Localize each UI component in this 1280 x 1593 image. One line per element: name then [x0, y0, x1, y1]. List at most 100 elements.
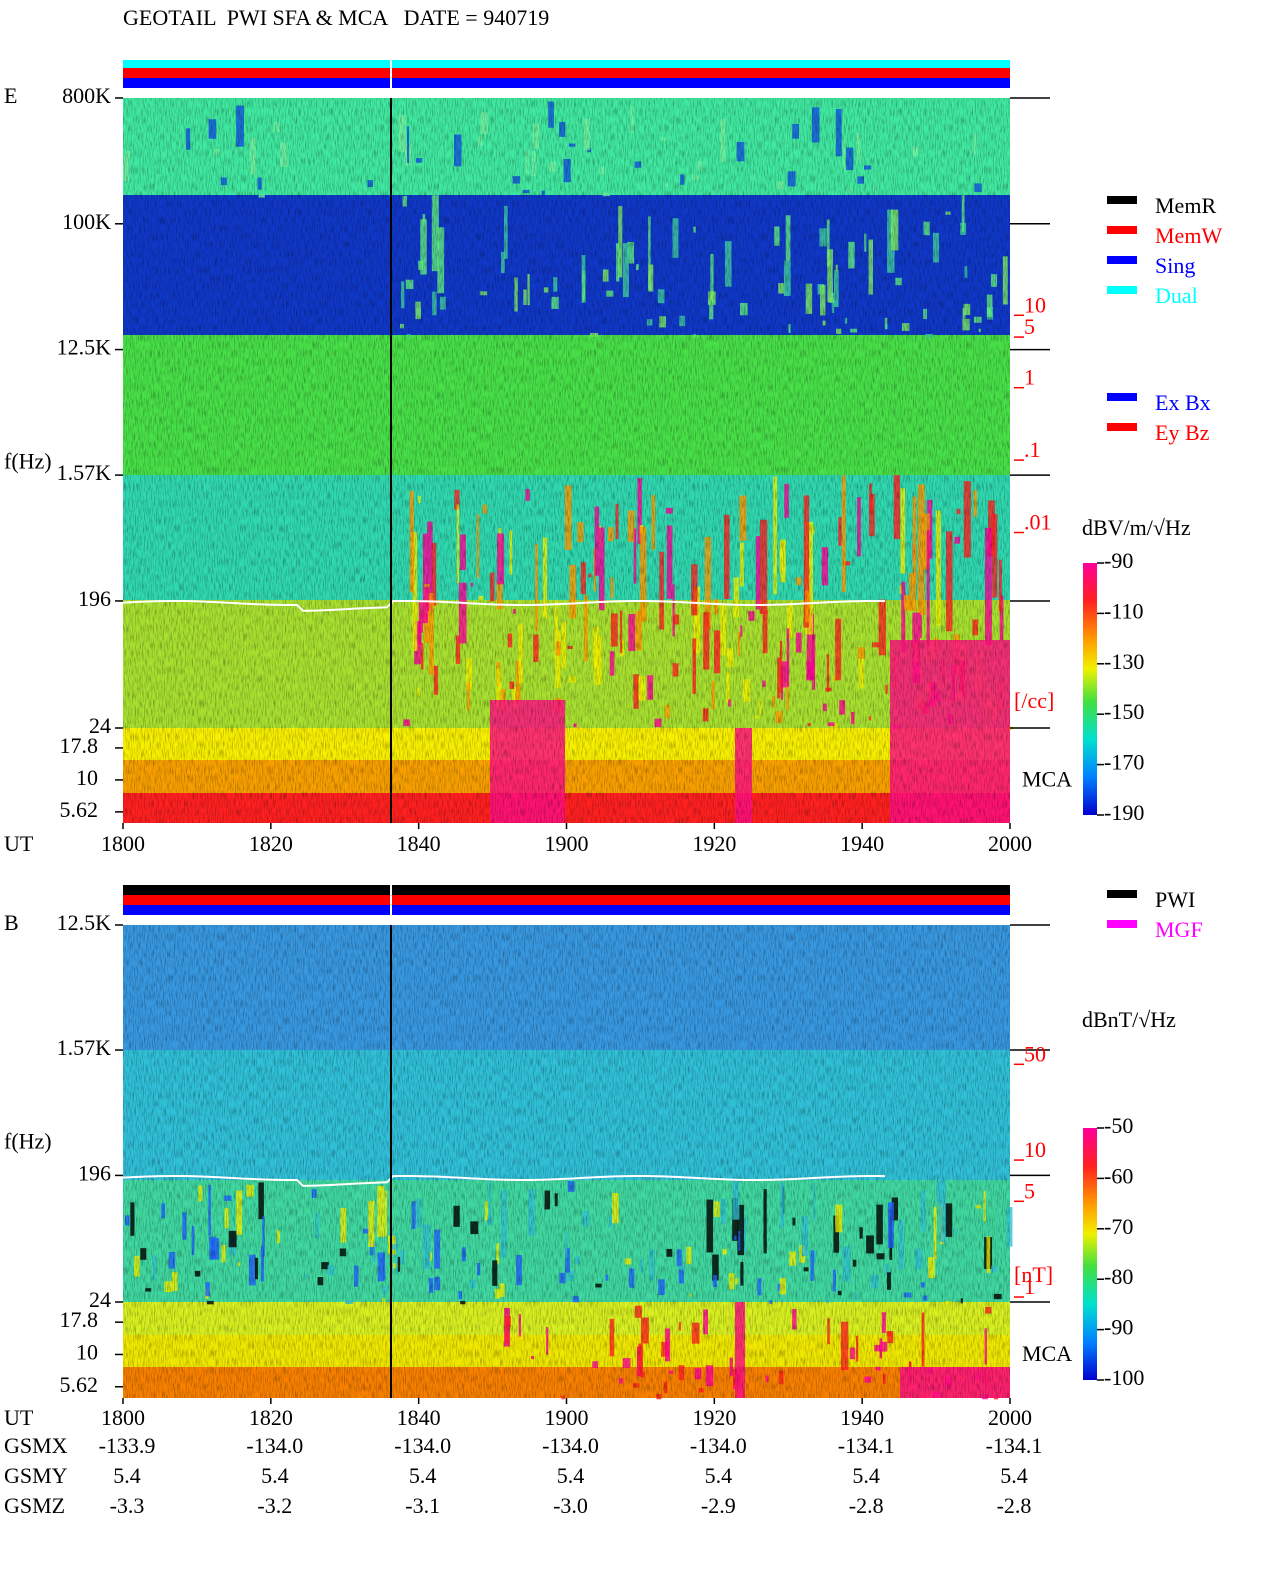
mca-tick-label: 5.62	[60, 1372, 99, 1397]
orbit-value: -133.9	[99, 1433, 156, 1458]
legend-swatch	[1107, 423, 1137, 431]
mca-tick-label: 5.62	[60, 797, 99, 822]
orbit-value: -3.3	[110, 1493, 145, 1518]
mode-bar	[123, 68, 1010, 78]
colorbar-tick-label: -90	[1104, 548, 1133, 573]
legend-swatch	[1107, 256, 1137, 264]
panel-label: E	[4, 83, 17, 108]
x-tick-label: 1840	[397, 831, 441, 856]
orbit-value: 5.4	[705, 1463, 733, 1488]
orbit-value: 5.4	[261, 1463, 289, 1488]
y-tick-label: 24	[89, 1287, 111, 1312]
orbit-value: 5.4	[113, 1463, 141, 1488]
mode-bar	[123, 78, 1010, 88]
density-tick-label: .1	[1024, 437, 1041, 462]
x-axis-label: UT	[4, 1405, 34, 1430]
mode-bar	[123, 60, 1010, 68]
colorbar-tick-label: -80	[1104, 1264, 1133, 1289]
legend-label: MemR	[1155, 193, 1216, 218]
mca-tick-label: 10	[76, 765, 98, 790]
x-tick-label: 1920	[692, 831, 736, 856]
orbit-value: -134.0	[690, 1433, 747, 1458]
density-tick-label: 50	[1024, 1041, 1046, 1066]
legend-swatch	[1107, 393, 1137, 401]
density-tick-label: 10	[1024, 1137, 1046, 1162]
mode-bar	[123, 885, 1010, 895]
title: GEOTAIL PWI SFA & MCA DATE = 940719	[123, 5, 549, 30]
density-tick-label: 1	[1024, 1274, 1035, 1299]
y-tick-label: 100K	[62, 209, 111, 234]
legend-label: MGF	[1155, 917, 1203, 942]
orbit-value: -2.8	[997, 1493, 1032, 1518]
colorbar-tick-label: -190	[1104, 800, 1144, 825]
legend-swatch	[1107, 226, 1137, 234]
colorbar-tick-label: -170	[1104, 750, 1144, 775]
orbit-label: GSMY	[4, 1463, 68, 1488]
panel-label: B	[4, 910, 19, 935]
mca-tick-label: 10	[76, 1340, 98, 1365]
legend-label: MemW	[1155, 223, 1222, 248]
orbit-value: 5.4	[852, 1463, 880, 1488]
colorbar-label: dBnT/√Hz	[1082, 1007, 1176, 1032]
legend-label: Ey Bz	[1155, 420, 1210, 445]
y-tick-label: 12.5K	[57, 910, 112, 935]
x-tick-label: 1900	[545, 831, 589, 856]
orbit-value: -134.1	[986, 1433, 1043, 1458]
x-tick-label: 1920	[692, 1405, 736, 1430]
y-tick-label: 12.5K	[57, 335, 112, 360]
y-tick-label: 196	[78, 586, 111, 611]
mca-label: MCA	[1022, 767, 1072, 792]
colorbar	[1083, 1128, 1097, 1380]
colorbar-tick-label: -90	[1104, 1315, 1133, 1340]
legend-label: Sing	[1155, 253, 1195, 278]
legend-label: PWI	[1155, 887, 1195, 912]
y-tick-label: 24	[89, 713, 111, 738]
orbit-label: GSMX	[4, 1433, 68, 1458]
x-tick-label: 1940	[840, 1405, 884, 1430]
orbit-value: -2.8	[849, 1493, 884, 1518]
y-axis-label: f(Hz)	[4, 1129, 52, 1154]
legend-label: Ex Bx	[1155, 390, 1211, 415]
colorbar-tick-label: -110	[1104, 598, 1144, 623]
y-tick-label: 1.57K	[57, 460, 112, 485]
x-tick-label: 2000	[988, 831, 1032, 856]
y-axis-label: f(Hz)	[4, 448, 52, 473]
orbit-value: -134.1	[838, 1433, 895, 1458]
x-tick-label: 2000	[988, 1405, 1032, 1430]
colorbar-tick-label: -100	[1104, 1365, 1144, 1390]
y-tick-label: 1.57K	[57, 1035, 112, 1060]
legend-swatch	[1107, 196, 1137, 204]
density-tick-label: 10	[1024, 292, 1046, 317]
density-unit: [nT]	[1014, 1262, 1053, 1287]
orbit-value: -134.0	[542, 1433, 599, 1458]
x-tick-label: 1940	[840, 831, 884, 856]
density-tick-label: .01	[1024, 510, 1052, 535]
colorbar-tick-label: -150	[1104, 699, 1144, 724]
legend-swatch	[1107, 286, 1137, 294]
orbit-value: -3.1	[405, 1493, 440, 1518]
x-tick-label: 1820	[249, 831, 293, 856]
orbit-value: -2.9	[701, 1493, 736, 1518]
orbit-value: 5.4	[557, 1463, 585, 1488]
colorbar-tick-label: -130	[1104, 649, 1144, 674]
x-tick-label: 1800	[101, 831, 145, 856]
mca-tick-label: 17.8	[60, 733, 99, 758]
legend-swatch	[1107, 890, 1137, 898]
x-tick-label: 1800	[101, 1405, 145, 1430]
legend-swatch	[1107, 920, 1137, 928]
y-tick-label: 800K	[62, 83, 111, 108]
density-tick-label: 5	[1024, 1178, 1035, 1203]
y-tick-label: 196	[78, 1160, 111, 1185]
x-tick-label: 1820	[249, 1405, 293, 1430]
spectrum-texture	[123, 925, 1010, 1398]
x-tick-label: 1900	[545, 1405, 589, 1430]
orbit-value: 5.4	[409, 1463, 437, 1488]
colorbar-tick-label: -70	[1104, 1214, 1133, 1239]
legend-label: Dual	[1155, 283, 1198, 308]
mca-label: MCA	[1022, 1341, 1072, 1366]
mode-bar	[123, 905, 1010, 915]
orbit-value: -3.0	[553, 1493, 588, 1518]
plasma-line	[122, 1174, 886, 1187]
mca-tick-label: 17.8	[60, 1307, 99, 1332]
